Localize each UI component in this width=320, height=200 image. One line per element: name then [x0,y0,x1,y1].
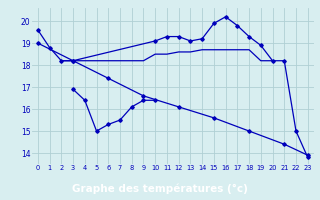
Text: Graphe des températures (°c): Graphe des températures (°c) [72,183,248,194]
